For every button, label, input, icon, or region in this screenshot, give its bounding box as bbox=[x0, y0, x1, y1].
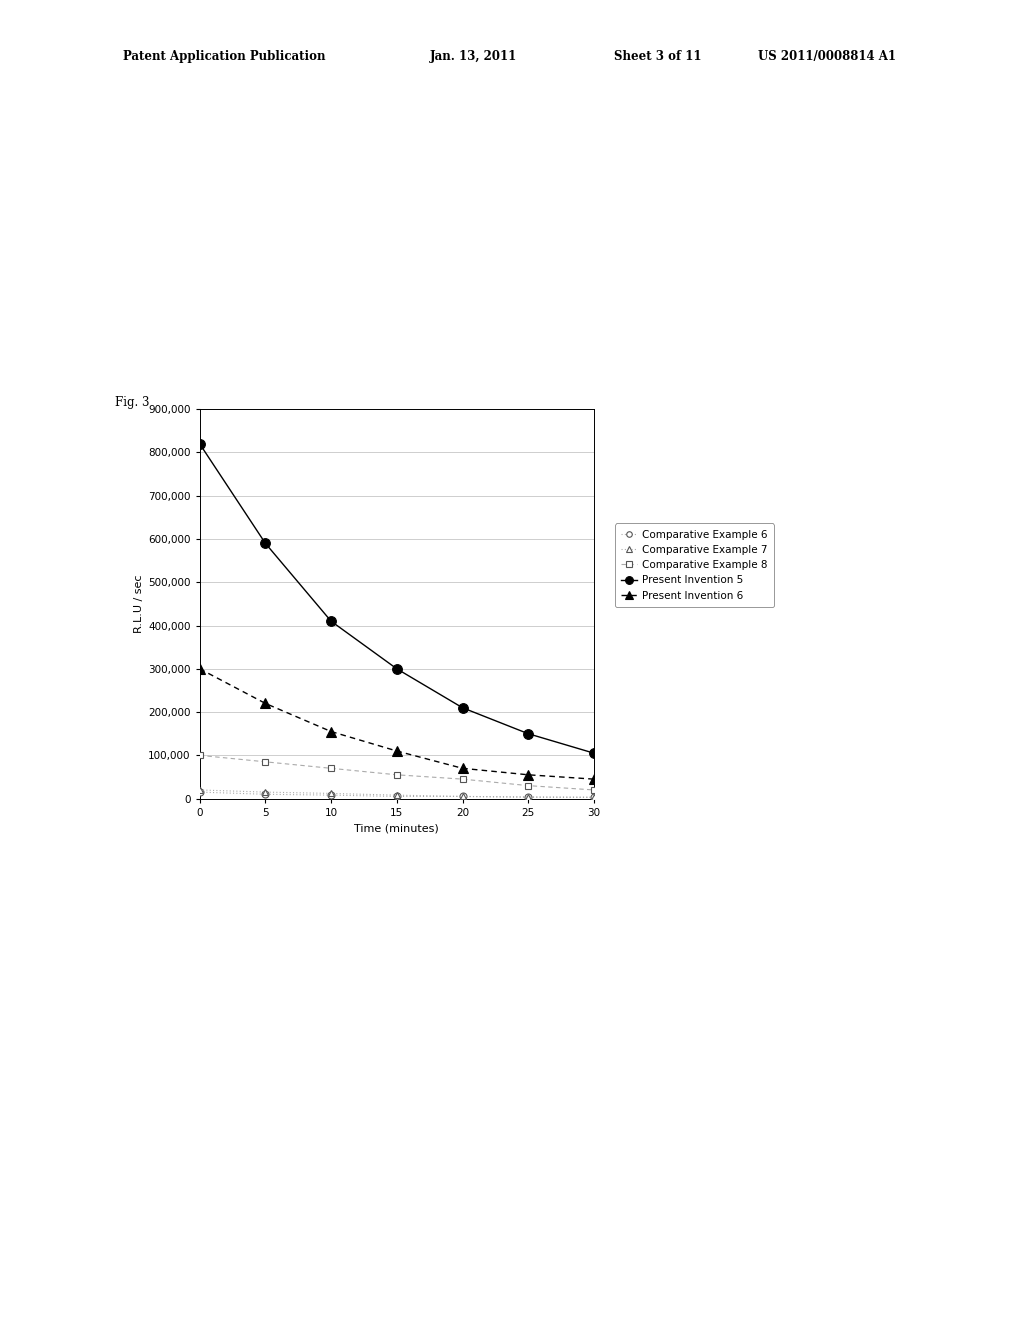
Text: Jan. 13, 2011: Jan. 13, 2011 bbox=[430, 50, 517, 63]
Legend: Comparative Example 6, Comparative Example 7, Comparative Example 8, Present Inv: Comparative Example 6, Comparative Examp… bbox=[614, 524, 774, 607]
X-axis label: Time (minutes): Time (minutes) bbox=[354, 824, 439, 833]
Text: Fig. 3: Fig. 3 bbox=[115, 396, 150, 409]
Text: US 2011/0008814 A1: US 2011/0008814 A1 bbox=[758, 50, 896, 63]
Text: Patent Application Publication: Patent Application Publication bbox=[123, 50, 326, 63]
Text: Sheet 3 of 11: Sheet 3 of 11 bbox=[614, 50, 701, 63]
Y-axis label: R.L.U / sec: R.L.U / sec bbox=[134, 574, 144, 634]
